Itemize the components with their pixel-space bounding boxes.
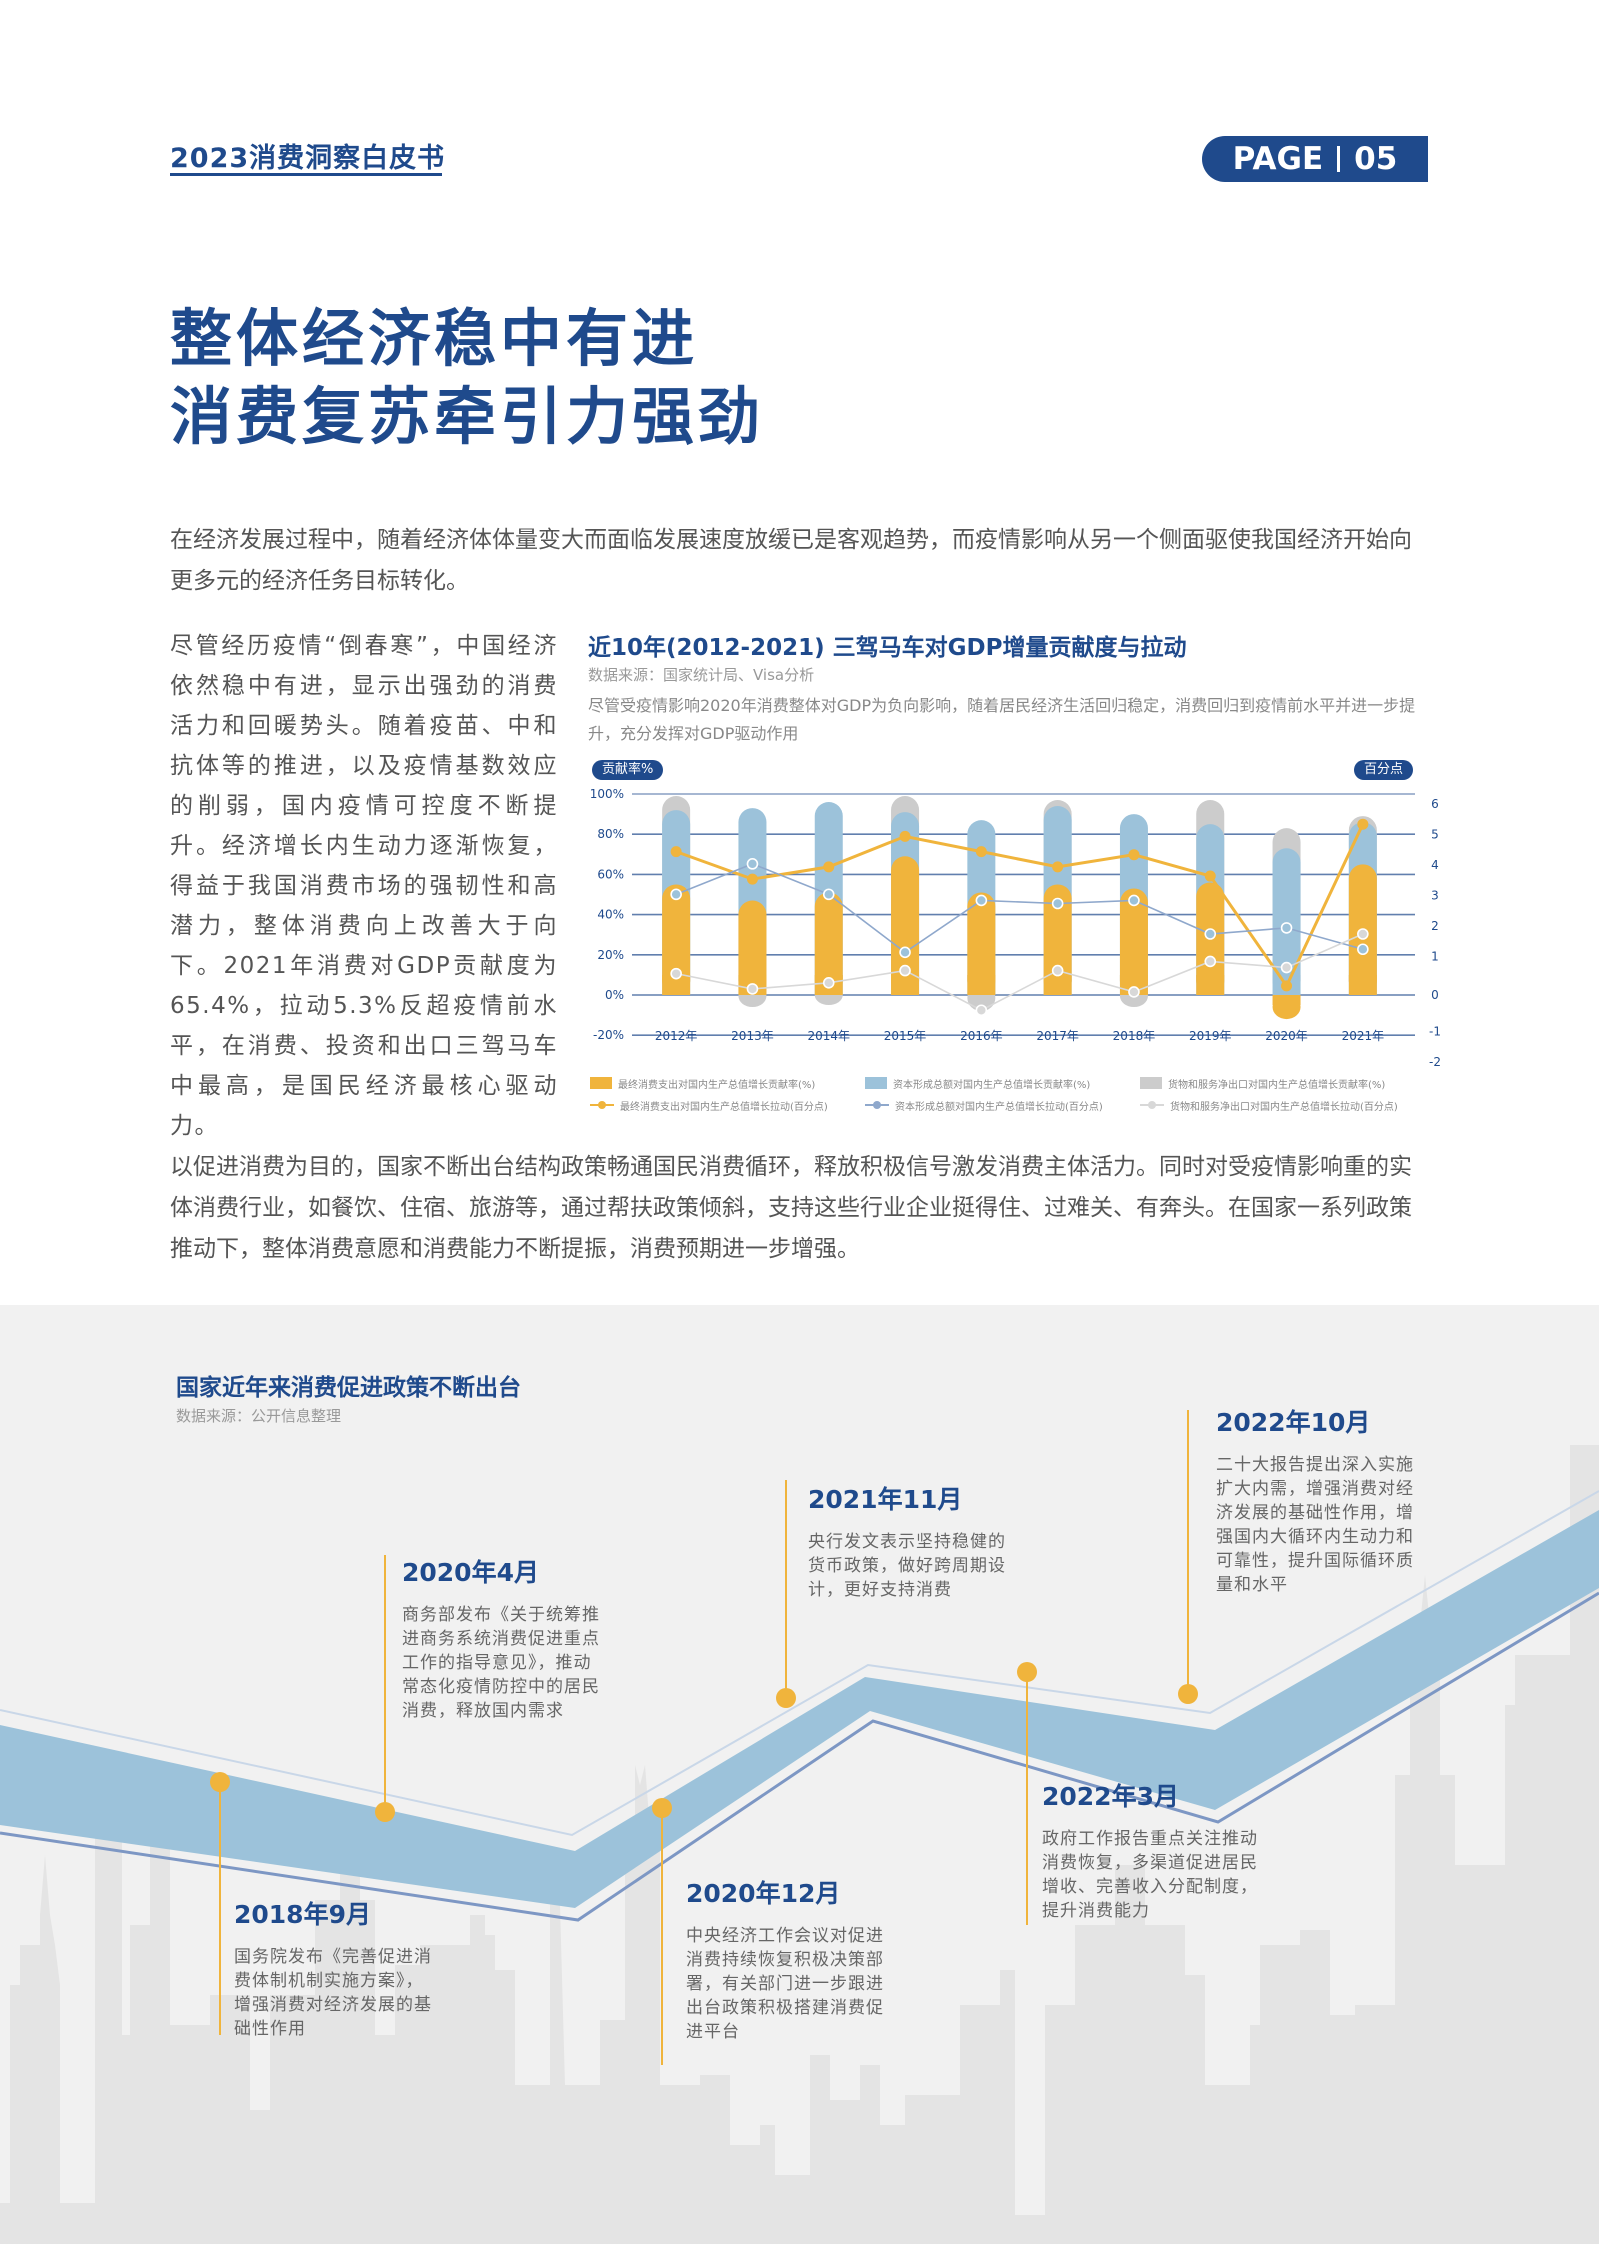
svg-text:2014年: 2014年 — [807, 1029, 850, 1043]
svg-text:2: 2 — [1431, 919, 1439, 933]
legend-label: 货物和服务净出口对国内生产总值增长拉动(百分点) — [1170, 1101, 1398, 1113]
event-description: 央行发文表示坚持稳健的货币政策，做好跨周期设计，更好支持消费 — [808, 1532, 1006, 1600]
legend-label: 货物和服务净出口对国内生产总值增长贡献率(%) — [1168, 1079, 1386, 1091]
svg-text:2021年: 2021年 — [1342, 1029, 1385, 1043]
timeline-band — [0, 1510, 1599, 1908]
event-date: 2018年9月 — [234, 1900, 371, 1929]
event-description: 中央经济工作会议对促进消费持续恢复积极决策部署，有关部门进一步跟进出台政策积极搭… — [686, 1926, 884, 2042]
outro-paragraph: 以促进消费为目的，国家不断出台结构政策畅通国民消费循环，释放积极信号激发消费主体… — [170, 1154, 1412, 1262]
svg-text:40%: 40% — [597, 908, 624, 922]
svg-text:80%: 80% — [597, 827, 624, 841]
legend-line-marker-icon — [1140, 1100, 1164, 1110]
timeline-source: 数据来源：公开信息整理 — [176, 1407, 342, 1425]
svg-text:3: 3 — [1431, 889, 1439, 903]
page-label: PAGE — [1232, 141, 1324, 177]
svg-text:2020年: 2020年 — [1265, 1029, 1308, 1043]
legend-line-marker-icon — [590, 1100, 614, 1110]
heading-line-2: 消费复苏牵引力强劲 — [170, 380, 765, 453]
svg-text:2016年: 2016年 — [960, 1029, 1003, 1043]
page-separator — [1337, 146, 1341, 172]
contribution-chart: 100% 80% 60% 40% 20% 0% -20% 6 5 4 3 2 1 0 -1 -2 2012年 20… — [590, 787, 1440, 1069]
svg-text:-2: -2 — [1429, 1055, 1440, 1069]
page-number: 05 — [1354, 141, 1398, 177]
svg-text:-1: -1 — [1429, 1025, 1440, 1039]
legend-label: 最终消费支出对国内生产总值增长贡献率(%) — [618, 1079, 816, 1091]
timeline-dot-2022-10 — [1178, 1684, 1198, 1704]
timeline-dot-2022-3 — [1017, 1662, 1037, 1682]
chart-source: 数据来源：国家统计局、Visa分析 — [588, 666, 815, 684]
legend-item: 最终消费支出对国内生产总值增长拉动(百分点) — [590, 1098, 865, 1113]
legend-line-marker-icon — [865, 1100, 889, 1110]
svg-text:1: 1 — [1431, 950, 1439, 964]
svg-text:6: 6 — [1431, 797, 1439, 811]
timeline-event-2022-3: 2022年3月 政府工作报告重点关注推动消费恢复，多渠道促进居民增收、完善收入分… — [1042, 1777, 1262, 1923]
timeline-title: 国家近年来消费促进政策不断出台 — [176, 1375, 521, 1401]
heading-line-1: 整体经济稳中有进 — [170, 302, 699, 375]
timeline-dots — [210, 1662, 1198, 1822]
svg-text:100%: 100% — [590, 787, 624, 801]
legend-item: 资本形成总额对国内生产总值增长贡献率(%) — [865, 1076, 1140, 1091]
document-title: 2023消费洞察白皮书 — [170, 143, 446, 174]
timeline-dot-2020-4 — [375, 1802, 395, 1822]
timeline-event-2021-11: 2021年11月 央行发文表示坚持稳健的货币政策，做好跨周期设计，更好支持消费 — [808, 1480, 1008, 1602]
timeline-lower-line — [0, 1591, 1599, 1922]
event-description: 二十大报告提出深入实施扩大内需，增强消费对经济发展的基础性作用，增强国内大循环内… — [1216, 1455, 1414, 1595]
page-heading: 整体经济稳中有进 消费复苏牵引力强劲 — [170, 300, 764, 456]
event-description: 国务院发布《完善促进消费体制机制实施方案》，增强消费对经济发展的基础性作用 — [234, 1947, 432, 2039]
timeline-graphic — [0, 1410, 1599, 2244]
right-axis-pill: 百分点 — [1354, 760, 1414, 780]
timeline-dot-2021-11 — [776, 1688, 796, 1708]
legend-item: 货物和服务净出口对国内生产总值增长拉动(百分点) — [1140, 1098, 1415, 1113]
timeline-event-2020-12: 2020年12月 中央经济工作会议对促进消费持续恢复积极决策部署，有关部门进一步… — [686, 1874, 886, 2044]
page-badge: PAGE 05 — [1202, 136, 1428, 182]
title-underline — [170, 173, 442, 176]
legend-label: 资本形成总额对国内生产总值增长贡献率(%) — [893, 1079, 1091, 1091]
timeline-connectors — [219, 1410, 1189, 2065]
chart-title: 近10年(2012-2021) 三驾马车对GDP增量贡献度与拉动 — [588, 635, 1187, 661]
timeline-event-2018-9: 2018年9月 国务院发布《完善促进消费体制机制实施方案》，增强消费对经济发展的… — [234, 1895, 434, 2041]
city-skyline-icon — [0, 1445, 1599, 2244]
chart-legend: 最终消费支出对国内生产总值增长贡献率(%) 资本形成总额对国内生产总值增长贡献率(… — [590, 1072, 1440, 1116]
legend-item: 货物和服务净出口对国内生产总值增长贡献率(%) — [1140, 1076, 1415, 1091]
event-date: 2021年11月 — [808, 1485, 963, 1514]
legend-swatch-icon — [1140, 1077, 1162, 1089]
chart-description: 尽管受疫情影响2020年消费整体对GDP为负向影响，随着居民经济生活回归稳定，消… — [588, 696, 1416, 743]
event-description: 政府工作报告重点关注推动消费恢复，多渠道促进居民增收、完善收入分配制度，提升消费… — [1042, 1829, 1258, 1921]
timeline-dot-2020-12 — [652, 1798, 672, 1818]
svg-text:0: 0 — [1431, 988, 1439, 1002]
svg-text:4: 4 — [1431, 858, 1439, 872]
legend-swatch-icon — [865, 1077, 887, 1089]
timeline-event-2020-4: 2020年4月 商务部发布《关于统筹推进商务系统消费促进重点工作的指导意见》，推… — [402, 1553, 602, 1723]
legend-row: 最终消费支出对国内生产总值增长贡献率(%) 资本形成总额对国内生产总值增长贡献率(… — [590, 1072, 1440, 1094]
svg-text:2013年: 2013年 — [731, 1029, 774, 1043]
timeline-dot-2018-9 — [210, 1772, 230, 1792]
event-date: 2022年3月 — [1042, 1782, 1179, 1811]
svg-text:60%: 60% — [597, 867, 624, 881]
svg-text:2015年: 2015年 — [884, 1029, 927, 1043]
legend-row: 最终消费支出对国内生产总值增长拉动(百分点) 资本形成总额对国内生产总值增长拉动(… — [590, 1094, 1440, 1116]
legend-label: 最终消费支出对国内生产总值增长拉动(百分点) — [620, 1101, 828, 1113]
legend-item: 最终消费支出对国内生产总值增长贡献率(%) — [590, 1076, 865, 1091]
event-description: 商务部发布《关于统筹推进商务系统消费促进重点工作的指导意见》，推动常态化疫情防控… — [402, 1605, 600, 1721]
svg-text:0%: 0% — [605, 988, 624, 1002]
timeline-upper-line — [0, 1490, 1599, 1837]
event-date: 2022年10月 — [1216, 1408, 1371, 1437]
event-date: 2020年12月 — [686, 1879, 841, 1908]
event-date: 2020年4月 — [402, 1558, 539, 1587]
svg-text:2019年: 2019年 — [1189, 1029, 1232, 1043]
svg-text:20%: 20% — [597, 948, 624, 962]
legend-swatch-icon — [590, 1077, 612, 1089]
svg-text:2012年: 2012年 — [655, 1029, 698, 1043]
intro-paragraph: 在经济发展过程中，随着经济体体量变大而面临发展速度放缓已是客观趋势，而疫情影响从… — [170, 527, 1412, 594]
left-axis-pill: 贡献率% — [592, 760, 664, 780]
side-paragraph: 尽管经历疫情“倒春寒”，中国经济依然稳中有进，显示出强劲的消费活力和回暖势头。随… — [170, 633, 558, 1139]
timeline-event-2022-10: 2022年10月 二十大报告提出深入实施扩大内需，增强消费对经济发展的基础性作用… — [1216, 1403, 1426, 1597]
svg-text:-20%: -20% — [593, 1028, 624, 1042]
legend-label: 资本形成总额对国内生产总值增长拉动(百分点) — [895, 1101, 1103, 1113]
legend-item: 资本形成总额对国内生产总值增长拉动(百分点) — [865, 1098, 1140, 1113]
svg-text:5: 5 — [1431, 828, 1439, 842]
svg-text:2018年: 2018年 — [1113, 1029, 1156, 1043]
svg-text:2017年: 2017年 — [1036, 1029, 1079, 1043]
